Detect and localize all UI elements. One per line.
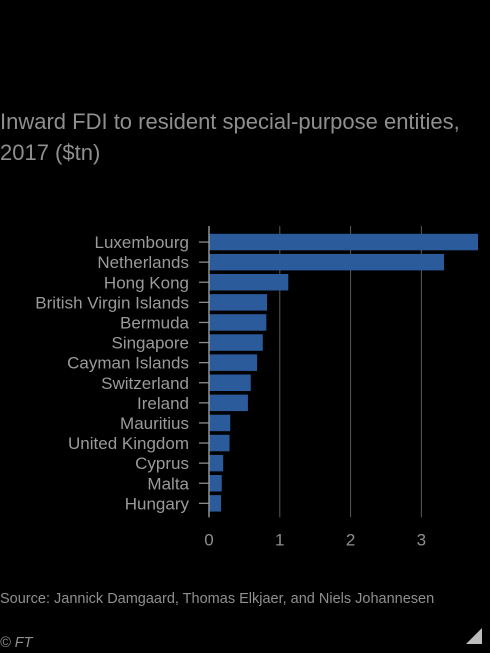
- bar: [209, 394, 248, 412]
- bar: [209, 414, 231, 432]
- bar: [209, 434, 230, 452]
- chart-title: Inward FDI to resident special-purpose e…: [0, 109, 460, 165]
- category-label: Malta: [147, 474, 189, 493]
- category-label: Cayman Islands: [67, 354, 189, 373]
- category-label: Cyprus: [135, 454, 189, 473]
- category-label: Luxembourg: [94, 233, 189, 252]
- bar: [209, 475, 222, 492]
- category-label: Singapore: [111, 334, 189, 353]
- bar: [209, 374, 251, 391]
- bar: [209, 253, 445, 271]
- bar: [209, 454, 224, 472]
- credit: © FT: [0, 635, 33, 651]
- bar: [209, 314, 267, 331]
- x-tick-label: 0: [204, 530, 213, 549]
- bar: [209, 334, 263, 351]
- x-tick-label: 3: [417, 530, 426, 549]
- bar: [209, 294, 268, 311]
- x-tick-label: 2: [346, 530, 355, 549]
- category-label: Bermuda: [120, 313, 190, 332]
- category-label: Hungary: [125, 494, 190, 513]
- category-label: Ireland: [137, 394, 189, 413]
- x-tick-label: 1: [275, 530, 284, 549]
- category-label: Netherlands: [97, 253, 189, 272]
- resize-corner-icon: [466, 628, 482, 644]
- category-label: British Virgin Islands: [35, 293, 189, 312]
- category-label: Hong Kong: [104, 273, 189, 292]
- category-label: United Kingdom: [68, 434, 189, 453]
- category-label: Mauritius: [120, 414, 189, 433]
- category-label: Switzerland: [101, 374, 189, 393]
- bar: [209, 233, 478, 251]
- bar: [209, 354, 258, 371]
- bar: [209, 495, 222, 512]
- source-note: Source: Jannick Damgaard, Thomas Elkjaer…: [0, 591, 435, 607]
- bar: [209, 274, 289, 291]
